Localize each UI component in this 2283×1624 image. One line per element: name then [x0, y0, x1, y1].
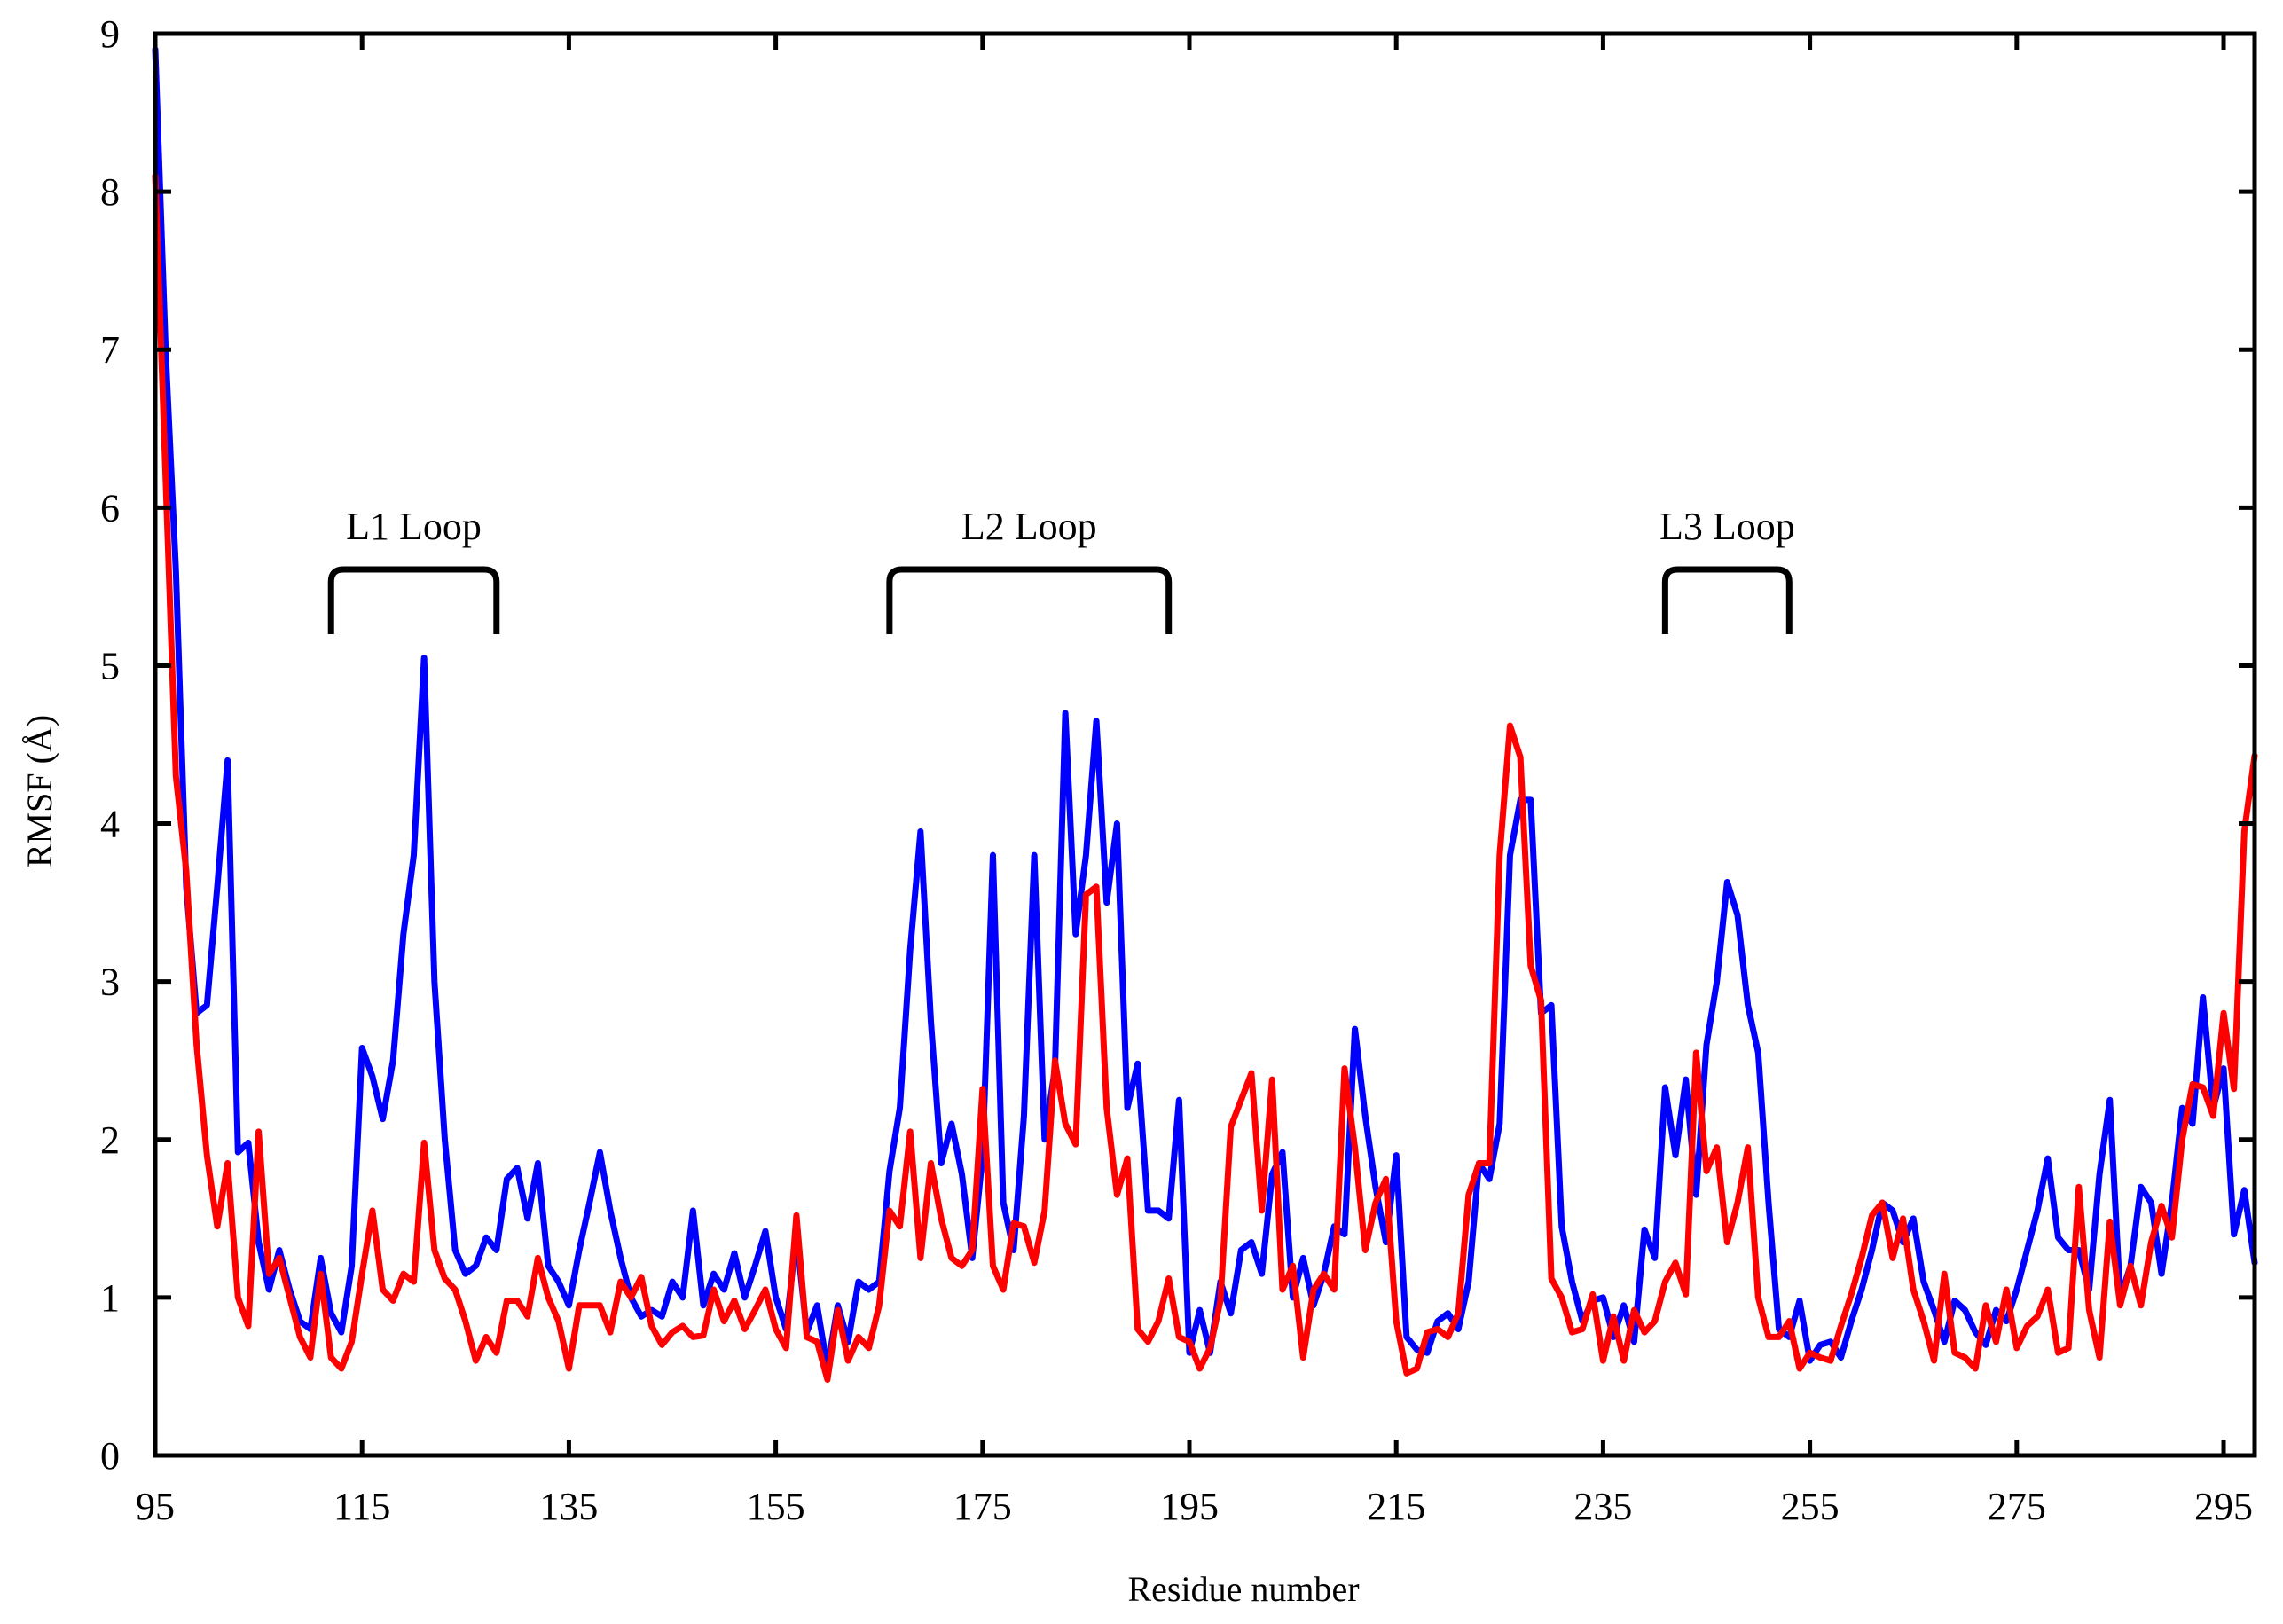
y-tick-label: 2 [100, 1118, 120, 1162]
x-tick-label: 295 [2194, 1485, 2253, 1528]
loop-bracket-3 [1661, 566, 1793, 634]
x-tick-label: 95 [136, 1485, 175, 1528]
series-line-1 [152, 46, 2258, 1372]
x-tick-label: 195 [1160, 1485, 1219, 1528]
x-tick-label: 235 [1573, 1485, 1632, 1528]
y-tick-label: 7 [100, 328, 120, 372]
x-tick-label: 215 [1367, 1485, 1425, 1528]
plot-frame [153, 31, 2257, 1458]
x-tick-label: 155 [747, 1485, 805, 1528]
x-tick-label: 115 [333, 1485, 390, 1528]
y-tick-label: 8 [100, 170, 120, 214]
y-tick-label: 6 [100, 486, 120, 530]
x-tick-label: 275 [1988, 1485, 2046, 1528]
loop-bracket-2 [886, 566, 1173, 634]
loop-label-3: L3 Loop [1659, 505, 1795, 548]
y-tick-label: 4 [100, 803, 120, 846]
y-tick-label: 5 [100, 644, 120, 687]
series-line-2 [152, 172, 2258, 1384]
y-tick-label: 1 [100, 1276, 120, 1320]
loop-bracket-1 [327, 566, 500, 634]
y-tick-label: 3 [100, 961, 120, 1004]
x-tick-label: 175 [953, 1485, 1012, 1528]
x-tick-label: 255 [1781, 1485, 1840, 1528]
loop-label-1: L1 Loop [346, 505, 482, 548]
loop-label-2: L2 Loop [961, 505, 1097, 548]
x-tick-label: 135 [539, 1485, 598, 1528]
x-axis-label: Residue number [1127, 1569, 1359, 1609]
y-tick-label: 9 [100, 12, 120, 56]
y-tick-label: 0 [100, 1434, 120, 1478]
y-axis-label: RMSF (Å) [20, 715, 59, 867]
